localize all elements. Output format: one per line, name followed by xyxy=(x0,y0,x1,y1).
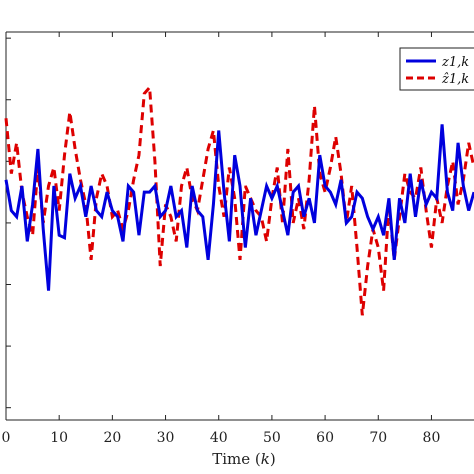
x-tick-label: 40 xyxy=(210,430,228,446)
x-tick-label: 30 xyxy=(157,430,175,446)
x-tick-label: 10 xyxy=(50,430,68,446)
legend-label-z: z1,k xyxy=(441,55,469,70)
x-axis-label: Time (k) xyxy=(212,450,275,468)
x-tick-label: 80 xyxy=(423,430,441,446)
x-axis-ticks: 0 10 20 30 40 50 60 70 80 xyxy=(2,32,441,446)
x-tick-label: 70 xyxy=(369,430,387,446)
series-line-z xyxy=(4,124,474,291)
series-layer xyxy=(4,83,474,316)
plot-area xyxy=(5,31,474,421)
x-tick-label: 60 xyxy=(316,430,334,446)
x-tick-label: 20 xyxy=(103,430,121,446)
legend-box xyxy=(399,47,474,91)
x-tick-label: 0 xyxy=(2,430,11,446)
x-tick-label: 50 xyxy=(263,430,281,446)
legend-label-zhat: ẑ1,k xyxy=(441,72,469,87)
legend: z1,k ẑ1,k xyxy=(399,47,474,91)
